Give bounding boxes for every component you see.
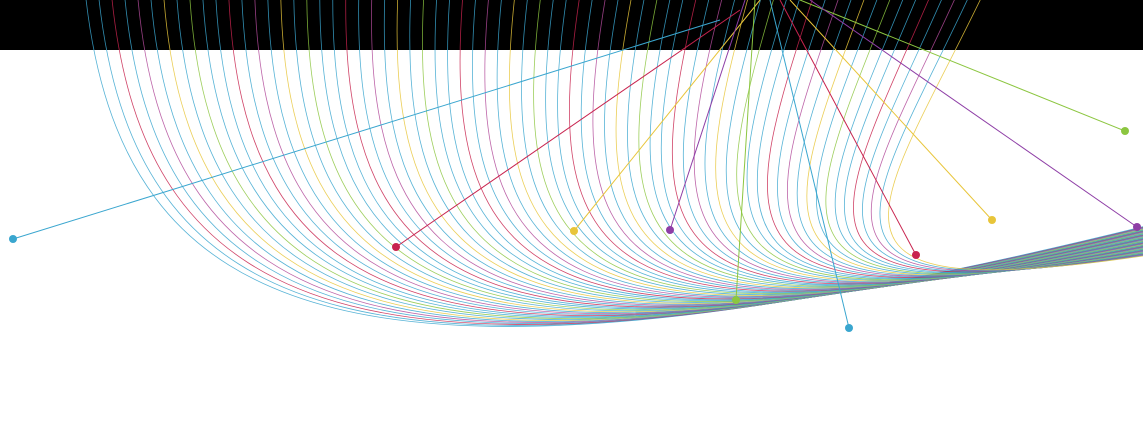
dot-marker: [1133, 223, 1141, 231]
dot-marker: [9, 235, 17, 243]
curve-line: [150, 0, 1143, 322]
curve-line: [704, 0, 1143, 282]
curve-line: [888, 0, 1143, 271]
curve-line: [806, 0, 1143, 276]
dot-marker: [1121, 127, 1129, 135]
dot-marker: [392, 243, 400, 251]
ray-line: [12, 19, 721, 240]
curve-line: [85, 0, 1143, 327]
ray-line: [789, 0, 993, 221]
curve-line: [672, 0, 1143, 285]
curve-line: [879, 0, 1143, 271]
dot-markers-group: [9, 127, 1141, 332]
ray-line: [799, 0, 1126, 132]
dot-marker: [912, 251, 920, 259]
ray-line: [669, 0, 746, 231]
ray-line: [735, 0, 756, 301]
curve-line: [816, 0, 1143, 275]
curve-line: [98, 0, 1143, 326]
curve-line: [825, 0, 1143, 275]
ray-lines-group: [12, 0, 1138, 329]
curve-line: [736, 0, 1143, 280]
ray-line: [573, 0, 761, 232]
curve-line: [871, 0, 1143, 272]
curve-line: [853, 0, 1143, 273]
curve-lines-group: [85, 0, 1143, 327]
ray-line: [779, 0, 917, 256]
curve-line: [787, 0, 1143, 277]
dot-marker: [988, 216, 996, 224]
dot-marker: [666, 226, 674, 234]
curve-line: [777, 0, 1143, 278]
curve-line: [844, 0, 1143, 273]
curve-line: [757, 0, 1143, 279]
curve-line: [124, 0, 1143, 324]
curve-line: [746, 0, 1143, 280]
curve-line: [862, 0, 1143, 272]
curve-line: [660, 0, 1143, 286]
curve-line: [834, 0, 1143, 274]
dot-marker: [570, 227, 578, 235]
curve-line: [345, 0, 1143, 308]
ray-line: [769, 0, 850, 329]
ray-line: [809, 0, 1138, 228]
dot-marker: [845, 324, 853, 332]
curve-line: [796, 0, 1143, 276]
curve-line: [638, 0, 1143, 287]
dot-marker: [732, 296, 740, 304]
ray-line: [395, 9, 741, 248]
